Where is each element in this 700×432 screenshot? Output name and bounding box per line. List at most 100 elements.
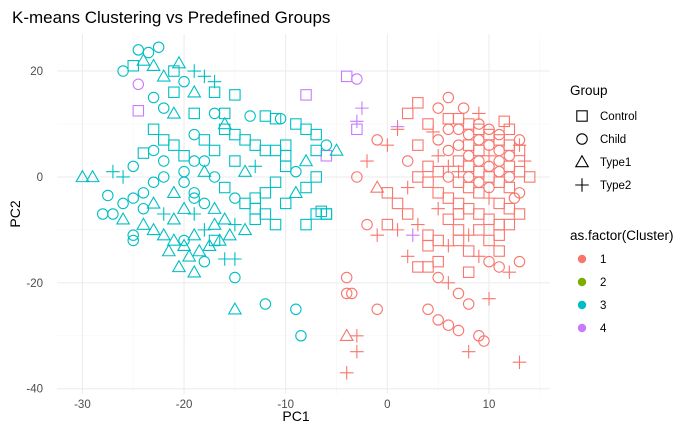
data-point <box>472 249 486 264</box>
x-tick-label: -10 <box>277 399 294 411</box>
data-point <box>478 335 490 347</box>
data-point <box>168 139 180 151</box>
chart-title: K-means Clustering vs Predefined Groups <box>12 8 330 27</box>
data-point <box>320 150 333 162</box>
data-point <box>117 65 129 77</box>
data-point <box>187 84 202 98</box>
data-point <box>493 218 505 231</box>
data-point <box>249 213 261 226</box>
data-point <box>207 217 222 230</box>
data-point <box>508 192 521 204</box>
data-point <box>217 211 232 225</box>
legend-key-cluster-2 <box>577 277 587 287</box>
data-point <box>166 106 182 119</box>
data-point <box>442 319 455 331</box>
data-point <box>452 176 465 188</box>
data-point <box>482 149 496 163</box>
data-point <box>249 192 261 204</box>
data-point <box>229 271 241 284</box>
data-point <box>142 46 155 59</box>
data-point <box>237 222 253 236</box>
data-point <box>451 164 466 179</box>
data-point <box>115 211 131 225</box>
data-point <box>171 259 187 273</box>
data-point <box>422 261 434 273</box>
data-point <box>361 218 373 231</box>
legend-key-control <box>576 110 588 122</box>
y-tick-label: -40 <box>26 384 43 396</box>
x-tick-label: -30 <box>74 399 91 411</box>
data-point <box>248 159 262 174</box>
data-point <box>390 122 405 137</box>
data-point <box>350 344 364 359</box>
data-point <box>198 155 211 167</box>
data-point <box>146 196 161 209</box>
data-point <box>351 171 363 183</box>
data-point <box>229 155 241 167</box>
data-point <box>157 134 170 146</box>
data-point <box>107 208 119 220</box>
data-point <box>412 139 424 151</box>
data-point <box>422 240 434 252</box>
data-point <box>166 211 182 225</box>
data-point <box>197 223 212 237</box>
data-point <box>137 202 150 215</box>
data-point <box>412 261 424 273</box>
data-point <box>452 197 465 210</box>
data-point <box>106 164 120 179</box>
data-point <box>329 143 344 156</box>
y-tick-label: 0 <box>37 172 43 184</box>
legend-label-child: Child <box>600 134 626 146</box>
data-point <box>339 366 354 380</box>
data-point <box>198 134 211 146</box>
data-point <box>157 171 170 183</box>
data-point <box>391 197 404 210</box>
y-axis-title: PC2 <box>7 200 23 227</box>
data-point <box>188 107 200 120</box>
data-point <box>482 291 496 306</box>
data-point <box>239 197 251 210</box>
data-point <box>351 123 363 136</box>
data-point <box>218 181 231 194</box>
data-point <box>370 180 385 193</box>
data-point <box>350 114 364 129</box>
data-point <box>202 238 217 251</box>
data-point <box>493 155 505 167</box>
x-axis-tick-labels: -30 -20 -10 0 10 <box>74 399 495 411</box>
data-point <box>452 224 465 236</box>
data-point <box>483 255 495 268</box>
data-point <box>181 249 197 262</box>
data-point <box>228 217 242 232</box>
data-point <box>197 69 212 84</box>
data-point <box>462 181 475 194</box>
data-point <box>498 115 511 128</box>
y-tick-label: 20 <box>30 66 43 78</box>
data-point <box>178 150 190 162</box>
data-point <box>432 314 444 326</box>
data-point <box>168 65 180 77</box>
data-point <box>146 58 161 71</box>
data-point <box>249 202 261 215</box>
legend-label-type2: Type2 <box>600 180 631 192</box>
data-point <box>279 197 292 210</box>
x-tick-label: -20 <box>176 399 193 411</box>
data-point <box>187 207 201 221</box>
data-point <box>381 187 394 199</box>
data-point <box>493 165 505 178</box>
data-point <box>187 264 202 278</box>
data-point <box>198 197 211 210</box>
data-point <box>127 229 139 241</box>
data-point <box>156 207 171 221</box>
legend-label-cluster-2: 2 <box>600 277 606 289</box>
data-point <box>176 201 192 214</box>
data-point <box>75 169 90 183</box>
data-point <box>217 116 232 130</box>
data-point <box>346 287 358 300</box>
data-point <box>228 252 242 266</box>
data-point <box>502 265 517 279</box>
legend-key-type2 <box>575 178 589 192</box>
data-point <box>136 217 151 230</box>
data-point <box>310 128 322 141</box>
data-point <box>198 255 211 268</box>
